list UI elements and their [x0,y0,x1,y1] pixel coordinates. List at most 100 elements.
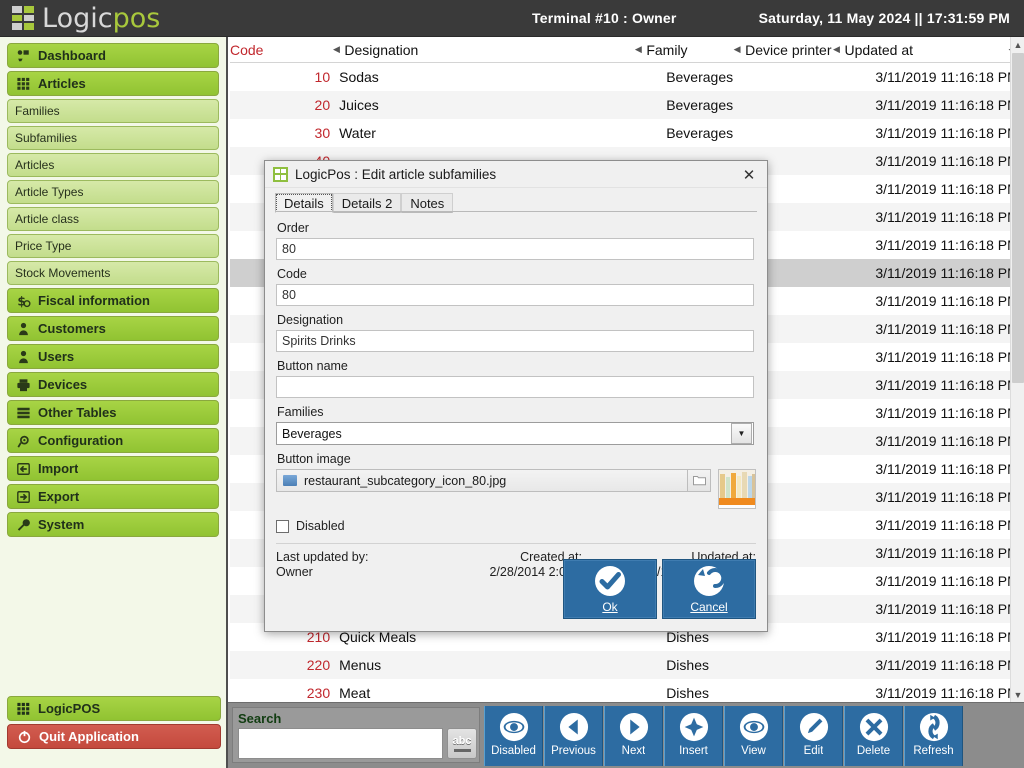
sidebar-item-label: Fiscal information [38,293,150,308]
sidebar-item-article-class[interactable]: Article class [7,207,219,231]
table-row[interactable]: 30 Water Beverages 3/11/2019 11:16:18 PM [230,119,1024,147]
toolbar-button-label: View [741,745,766,757]
table-row[interactable]: 230 Meat Dishes 3/11/2019 11:16:18 PM [230,679,1024,702]
logicpos-button[interactable]: LogicPOS [7,696,221,721]
sidebar-item-dashboard[interactable]: Dashboard [7,43,219,68]
sidebar-item-label: Other Tables [38,405,117,420]
undo-circle-icon [694,566,726,596]
cell-family: Dishes [666,685,709,701]
toolbar-button-view[interactable]: View [724,706,783,766]
table-row[interactable]: 20 Juices Beverages 3/11/2019 11:16:18 PM [230,91,1024,119]
disabled-checkbox-row[interactable]: Disabled [276,519,756,533]
order-input[interactable]: 80 [276,238,754,260]
cell-family: Beverages [666,97,734,113]
sidebar-item-subfamilies[interactable]: Subfamilies [7,126,219,150]
button-name-input[interactable] [276,376,754,398]
designation-input[interactable]: Spirits Drinks [276,330,754,352]
scroll-up-icon[interactable]: ▲ [1011,37,1024,52]
keyboard-underline-icon [453,748,471,752]
cell-designation: Meat [339,685,371,701]
cell-designation: Quick Meals [339,629,417,645]
cell-code: 20 [314,97,331,113]
sidebar-item-article-types[interactable]: Article Types [7,180,219,204]
button-image-path-field[interactable]: restaurant_subcategory_icon_80.jpg [276,469,689,492]
grid-vertical-scrollbar[interactable]: ▲ ▼ [1010,37,1024,702]
tab-notes[interactable]: Notes [401,193,454,213]
bottles-photo-thumb [718,470,755,508]
chevron-down-icon[interactable]: ▼ [731,423,752,444]
table-row[interactable]: 10 Sodas Beverages 3/11/2019 11:16:18 PM [230,63,1024,91]
cell-updated-at: 3/11/2019 11:16:18 PM [875,377,1019,393]
toolbar-button-disabled[interactable]: Disabled [484,706,543,766]
person-icon [18,322,28,335]
tab-details[interactable]: Details [275,193,333,213]
ok-button[interactable]: Ok [563,559,657,619]
families-select[interactable]: Beverages ▼ [276,422,754,445]
sidebar-item-configuration[interactable]: Configuration [7,428,219,453]
toolbar-button-delete[interactable]: Delete [844,706,903,766]
column-header-label: Device printer [745,41,832,58]
cell-updated-at: 3/11/2019 11:16:18 PM [875,265,1019,281]
quit-application-button[interactable]: Quit Application [7,724,221,749]
sidebar-item-stock-movements[interactable]: Stock Movements [7,261,219,285]
sidebar: Dashboard Articles Families Subfamilies Arti… [0,37,228,768]
disabled-checkbox[interactable] [276,519,289,533]
toolbar-button-refresh[interactable]: Refresh [904,706,963,766]
column-header-device-printer[interactable]: ◀ Device printer [732,37,832,63]
column-header-code[interactable]: Code [230,37,331,63]
plus-circle-icon [679,712,708,742]
cell-code: 30 [314,125,331,141]
close-icon[interactable]: ✕ [742,166,756,184]
sidebar-item-other-tables[interactable]: Other Tables [7,400,219,425]
order-label: Order [277,221,309,235]
sort-arrow-icon: ◀ [833,44,840,54]
list-icon [14,405,32,421]
cell-updated-at: 3/11/2019 11:16:18 PM [875,461,1019,477]
toolbar-button-label: Refresh [913,745,954,757]
scroll-thumb[interactable] [1012,53,1024,383]
cell-code: 10 [314,69,331,85]
sidebar-item-users[interactable]: Users [7,344,219,369]
search-input[interactable] [238,728,443,759]
code-input[interactable]: 80 [276,284,754,306]
sidebar-item-price-type[interactable]: Price Type [7,234,219,258]
grid-header-row: Code ◀ Designation ◀ Family ◀ Device pri… [230,37,1024,63]
onscreen-keyboard-button[interactable]: abc [447,728,477,759]
cancel-button[interactable]: Cancel [662,559,756,619]
sidebar-item-import[interactable]: Import [7,456,219,481]
column-header-updated-at[interactable]: ◀ Updated at [832,37,969,63]
sidebar-item-fiscal-information[interactable]: $ Fiscal information [7,288,219,313]
wrench-icon [14,517,32,533]
sidebar-item-export[interactable]: Export [7,484,219,509]
sidebar-item-articles[interactable]: Articles [7,153,219,177]
column-header-designation[interactable]: ◀ Designation [331,37,633,63]
grid-icon [16,77,29,90]
disabled-label: Disabled [296,519,345,533]
cell-designation: Menus [339,657,382,673]
sidebar-item-system[interactable]: System [7,512,219,537]
cell-updated-at: 3/11/2019 11:16:18 PM [875,349,1019,365]
money-icon: $ [14,293,32,309]
sidebar-item-label: Users [38,349,75,364]
power-icon [18,730,30,743]
toolbar-button-previous[interactable]: Previous [544,706,603,766]
column-header-family[interactable]: ◀ Family [633,37,732,63]
keyboard-button-label: abc [452,734,472,747]
tab-details-2[interactable]: Details 2 [332,193,402,213]
sidebar-item-families[interactable]: Families [7,99,219,123]
cell-designation: Sodas [339,69,379,85]
table-row[interactable]: 210 Quick Meals Dishes 3/11/2019 11:16:18 P… [230,623,1024,651]
toolbar-button-insert[interactable]: Insert [664,706,723,766]
toolbar-button-next[interactable]: Next [604,706,663,766]
table-row[interactable]: 220 Menus Dishes 3/11/2019 11:16:18 PM [230,651,1024,679]
cell-designation: Juices [339,97,379,113]
sidebar-item-devices[interactable]: Devices [7,372,219,397]
sidebar-item-label: Export [38,489,80,504]
browse-folder-icon[interactable] [687,469,711,492]
toolbar-button-edit[interactable]: Edit [784,706,843,766]
column-header-label: Designation [344,41,419,58]
button-name-label: Button name [277,359,348,373]
sidebar-item-customers[interactable]: Customers [7,316,219,341]
sidebar-item-articles[interactable]: Articles [7,71,219,96]
scroll-down-icon[interactable]: ▼ [1011,687,1024,702]
